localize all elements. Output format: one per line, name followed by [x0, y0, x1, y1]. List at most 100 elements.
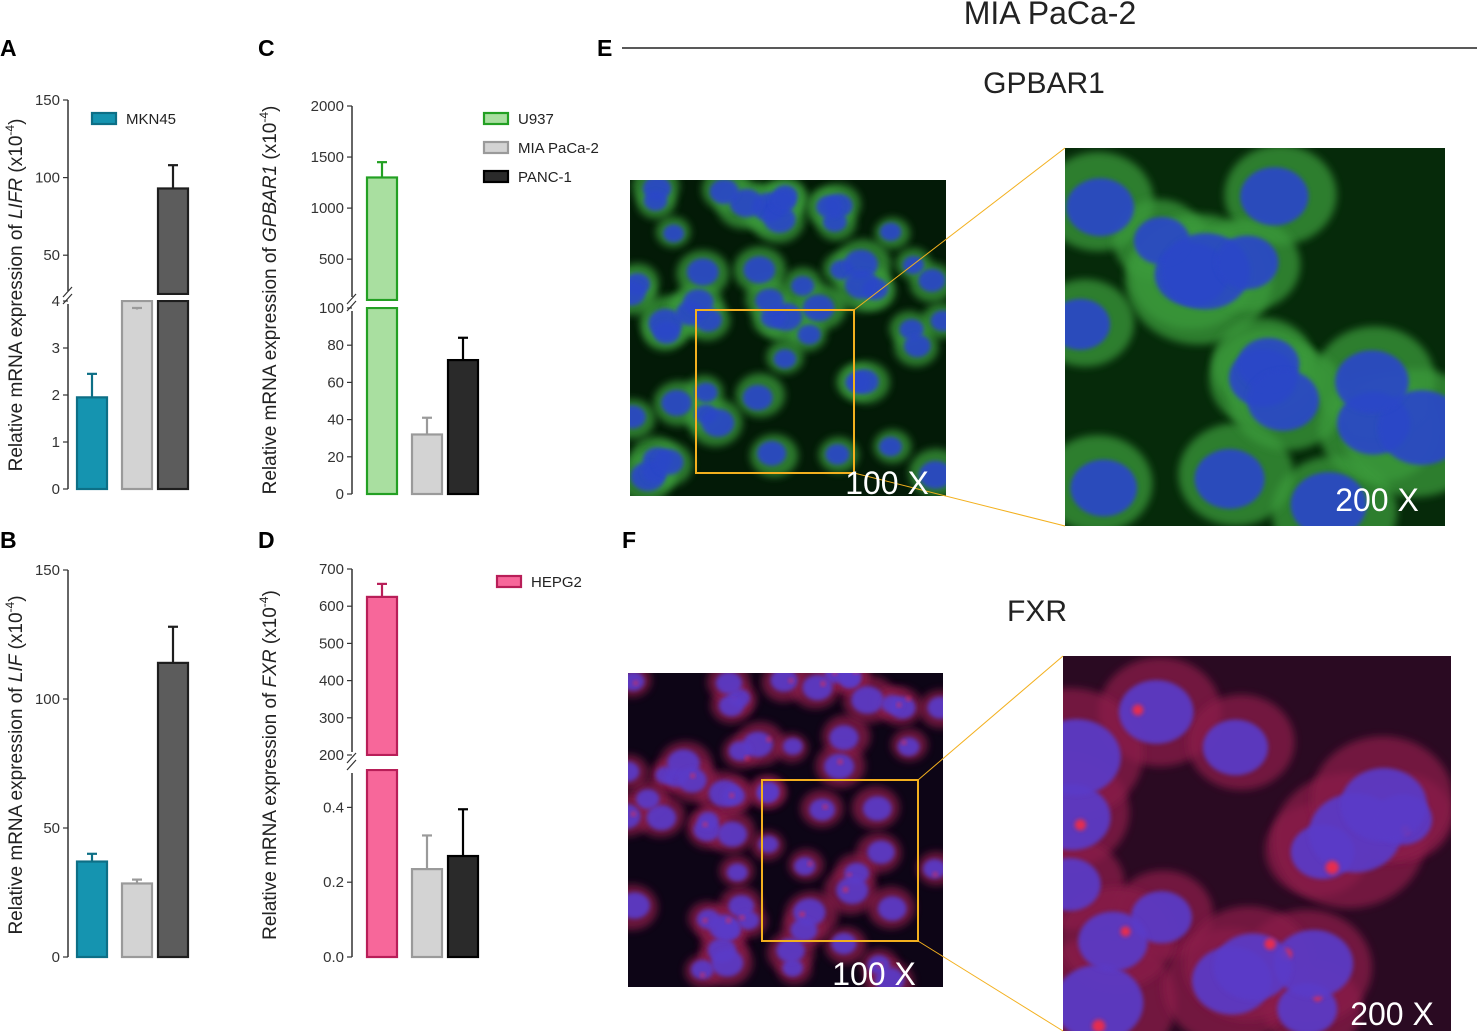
cell-nucleus: [758, 835, 779, 853]
fxr-puncta: [933, 872, 938, 877]
y-axis-label: Relative mRNA expression of GPBAR1 (x10-…: [257, 106, 281, 495]
fxr-puncta: [832, 673, 837, 675]
fxr-puncta: [823, 804, 828, 809]
panel-letter-e: E: [597, 35, 612, 61]
cell-nucleus: [867, 840, 895, 864]
fxr-puncta: [808, 861, 813, 866]
cell-nucleus: [839, 673, 861, 689]
fxr-puncta: [726, 918, 731, 923]
cell-nucleus: [923, 859, 943, 879]
cell-nucleus: [1202, 719, 1269, 776]
cell-nucleus: [757, 440, 787, 466]
y-tick-label: 150: [35, 92, 60, 109]
gpbar1-title: GPBAR1: [983, 67, 1105, 100]
cell-nucleus: [829, 725, 859, 751]
cell-nucleus: [628, 761, 640, 782]
fxr-puncta: [843, 887, 848, 893]
cell-nucleus: [653, 449, 684, 475]
panel-letter-a: A: [0, 35, 17, 61]
fxr-zoom-connector-bottom: [917, 940, 1064, 1032]
bar: [410, 868, 444, 959]
cell-nucleus: [683, 289, 714, 316]
y-tick-label: 0.2: [323, 874, 344, 891]
cell-nucleus: [1213, 933, 1292, 1001]
cell-nucleus: [773, 349, 797, 369]
fxr-puncta: [1325, 860, 1339, 875]
cell-nucleus: [717, 821, 748, 847]
y-tick-label: 0: [52, 949, 60, 966]
y-tick-label: 0.4: [323, 799, 344, 816]
bar-upper-segment: [365, 176, 399, 302]
gpbar1-high-mag-label: 200 X: [1335, 482, 1419, 518]
y-tick-label: 2: [52, 387, 60, 404]
cell-nucleus: [1273, 929, 1354, 998]
fxr-puncta: [621, 902, 626, 907]
cell-nucleus: [802, 674, 833, 701]
cell-nucleus: [1130, 891, 1192, 944]
fxr-puncta: [878, 963, 883, 968]
cell-nucleus: [1070, 459, 1138, 517]
y-axis-label: Relative mRNA expression of LIFR (x10-4): [3, 119, 27, 472]
y-axis-label: Relative mRNA expression of FXR (x10-4): [257, 590, 281, 940]
cell-nucleus: [851, 686, 884, 714]
chart-a: 0 1 2 3 4 50 100 150 Relative mRNA expression of…: [3, 92, 191, 498]
fxr-puncta: [1074, 819, 1087, 831]
cell-nucleus: [836, 876, 869, 905]
legend-swatch: [482, 169, 510, 184]
fxr-puncta: [1120, 926, 1131, 937]
cell-nucleus: [877, 896, 907, 921]
y-tick-label: 50: [43, 247, 60, 264]
cell-nucleus: [1335, 350, 1409, 414]
y-tick-label: 700: [319, 561, 344, 578]
y-tick-label: 4: [52, 293, 60, 310]
cell-nucleus: [646, 805, 677, 831]
panel-letter-b: B: [0, 527, 17, 553]
panel-letter-f: F: [622, 527, 636, 553]
bar-upper-segment: [156, 187, 190, 296]
legend-label: MIA PaCa-2: [518, 140, 599, 157]
gpbar1-micrograph-100x: [630, 180, 946, 496]
y-tick-label: 300: [319, 710, 344, 727]
cell-nucleus: [1290, 472, 1367, 526]
chart-d: 0.0 0.2 0.4 200 300 400 500 600 700 Relative mRNA…: [257, 561, 582, 966]
y-tick-label: 100: [35, 170, 60, 187]
gpbar1-low-mag-label: 100 X: [845, 465, 929, 501]
bar: [446, 358, 480, 496]
y-tick-label: 500: [319, 251, 344, 268]
cell-nucleus: [1063, 858, 1101, 911]
cell-nucleus: [790, 918, 818, 942]
y-tick-label: 600: [319, 598, 344, 615]
fxr-high-mag-label: 200 X: [1350, 996, 1434, 1032]
cell-nucleus: [927, 696, 943, 719]
cell-nucleus: [663, 224, 685, 243]
legend-swatch: [90, 111, 118, 126]
legend-label: HEPG2: [531, 574, 582, 591]
cell-nucleus: [1078, 911, 1148, 972]
cell-nucleus: [824, 753, 855, 780]
gpbar1-zoom-connector-bottom: [853, 472, 1066, 527]
cell-nucleus: [831, 932, 857, 955]
cell-nucleus: [845, 371, 870, 393]
cell-nucleus: [1377, 390, 1445, 465]
cell-nucleus: [918, 460, 946, 489]
cell-nucleus: [1340, 768, 1427, 842]
fxr-puncta: [847, 873, 852, 878]
legend-swatch: [482, 140, 510, 155]
gpbar1-micrograph-200x: [1065, 148, 1445, 526]
gpbar1-zoom-region: [695, 309, 855, 474]
gpbar1-zoom-connector-top: [853, 147, 1066, 311]
cell-nucleus: [697, 811, 719, 830]
cell-nucleus: [742, 384, 773, 411]
cell-nucleus: [718, 694, 744, 717]
y-tick-label: 0: [336, 486, 344, 503]
bar-lower-segment: [365, 306, 399, 496]
bar-upper-segment: [365, 595, 399, 757]
cell-nucleus: [879, 436, 903, 457]
fxr-puncta: [700, 973, 705, 978]
legend-swatch: [495, 574, 523, 589]
cell-nucleus: [797, 324, 821, 345]
cell-nucleus: [782, 737, 803, 755]
cell-nucleus: [844, 270, 879, 299]
fxr-puncta: [631, 811, 636, 817]
panel-letter-c: C: [258, 35, 275, 61]
